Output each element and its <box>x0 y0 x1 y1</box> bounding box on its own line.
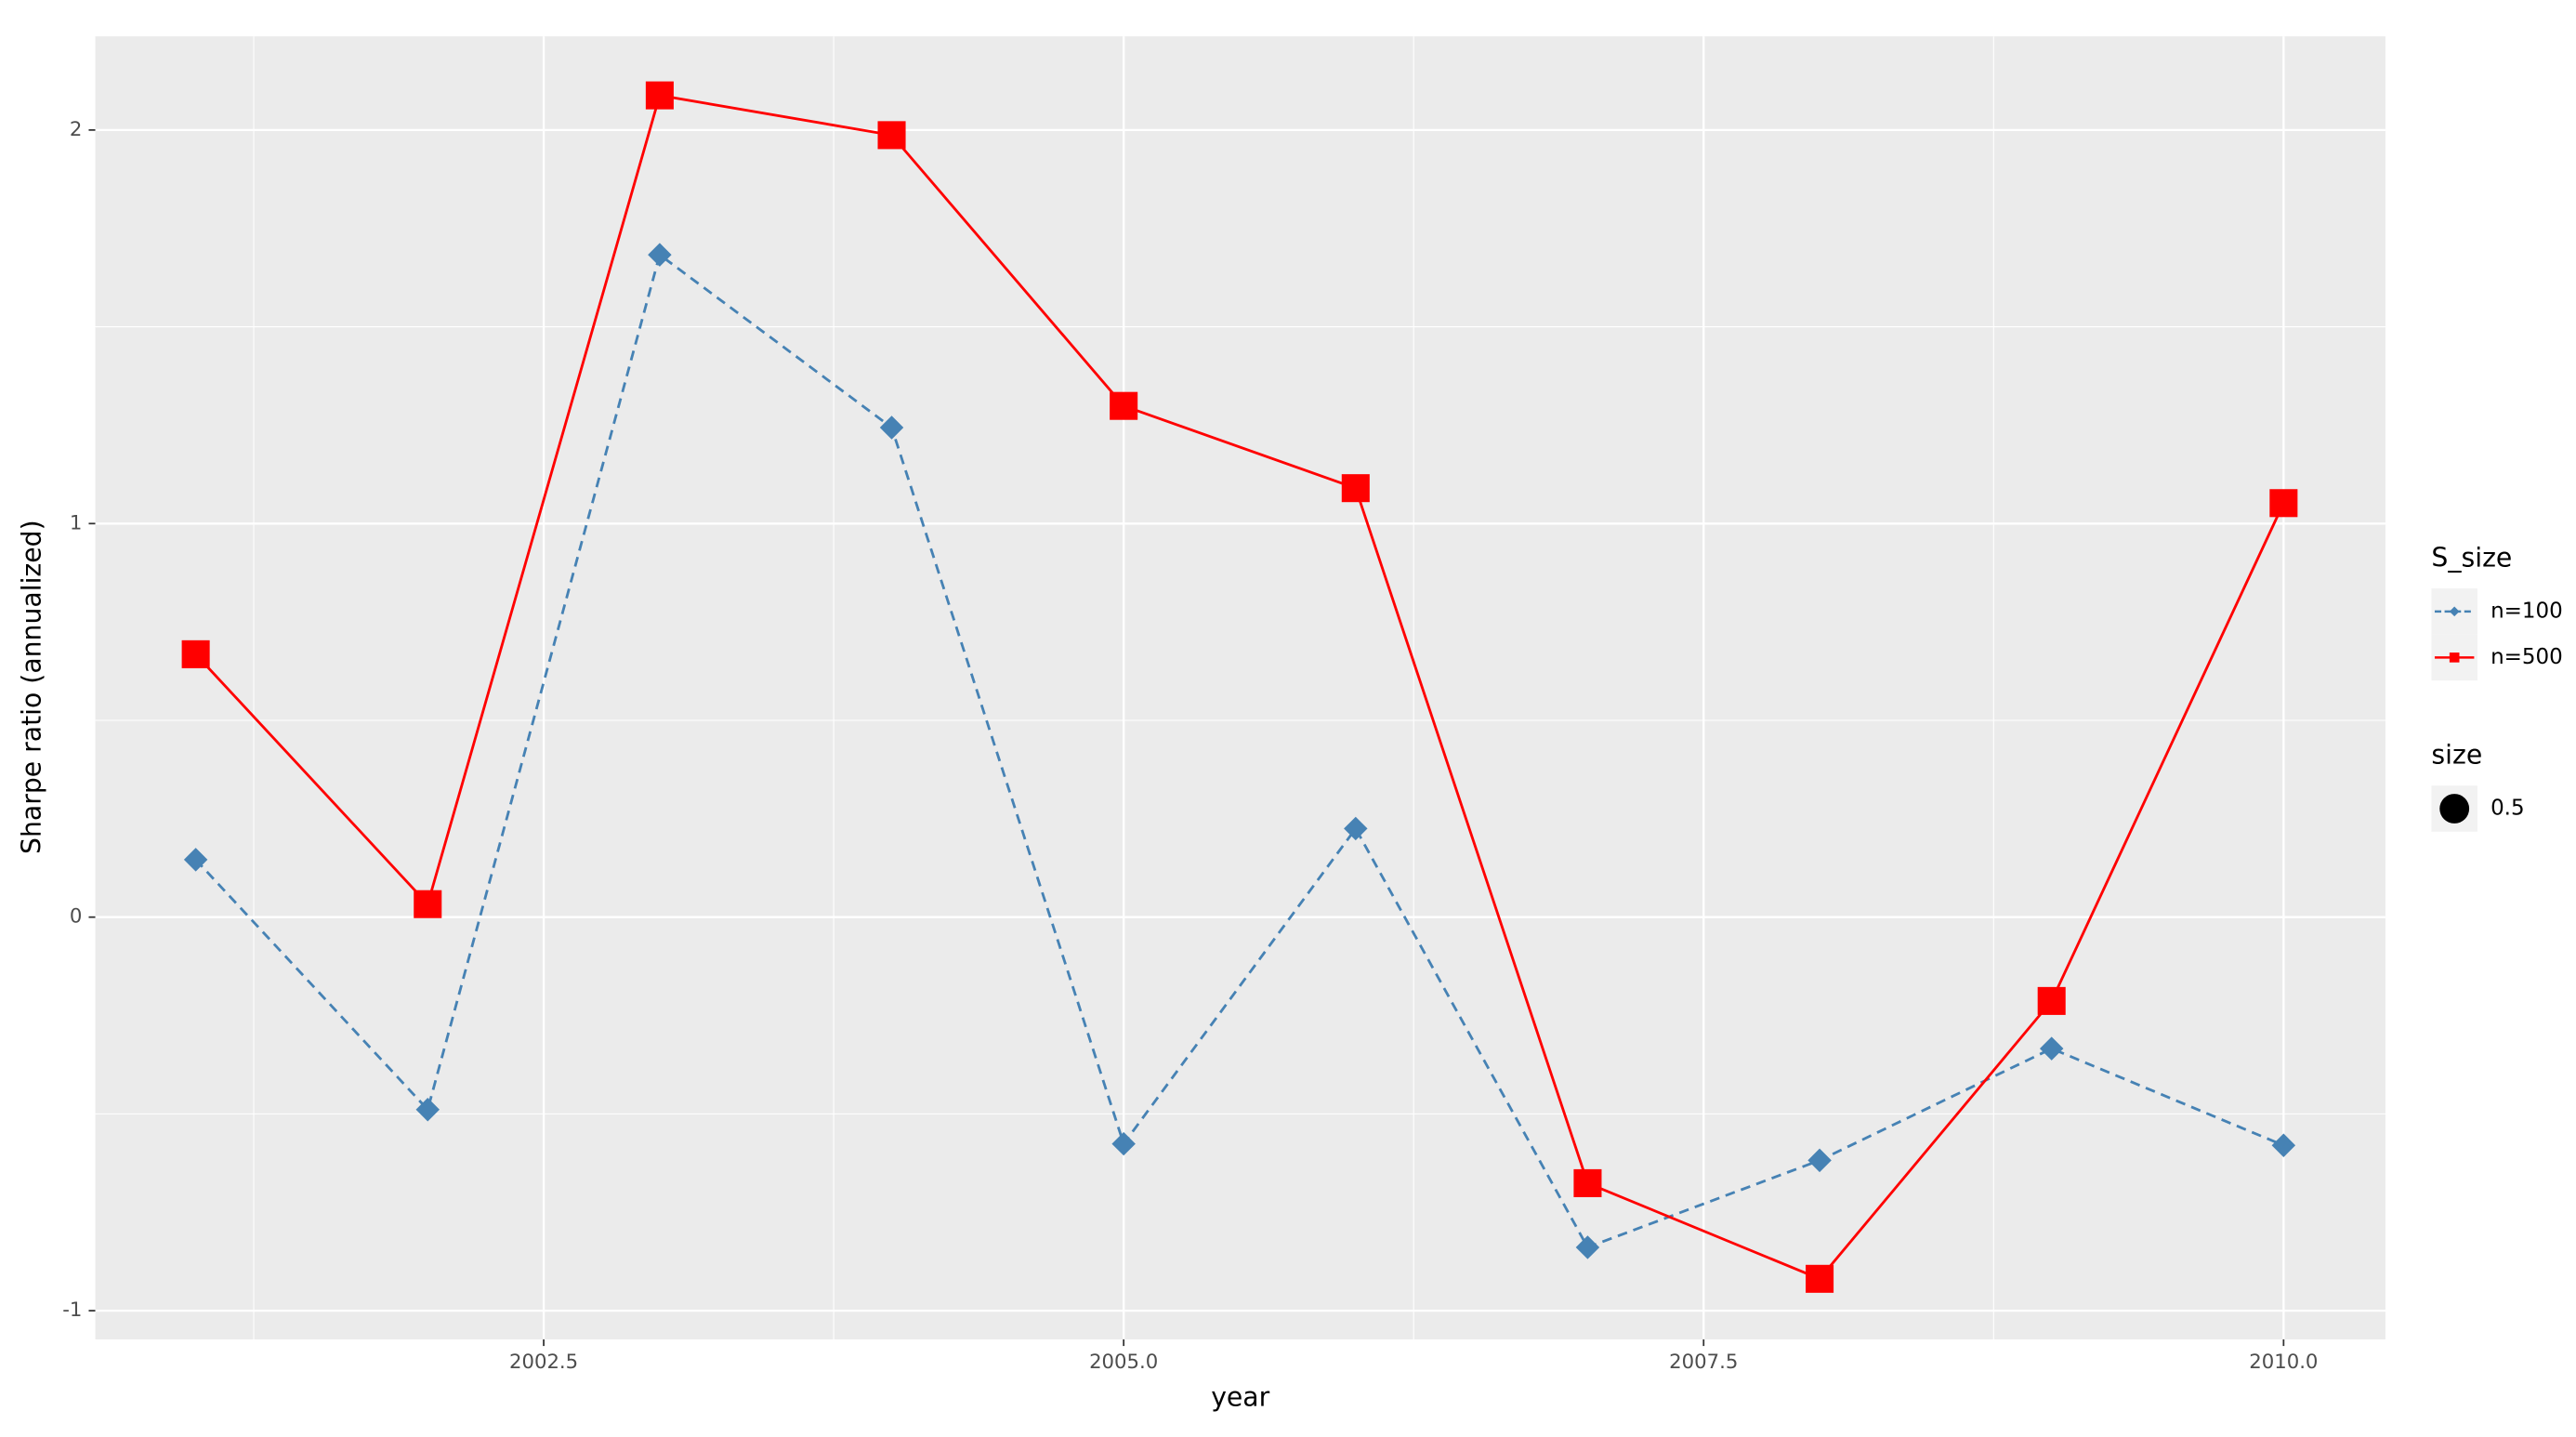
legend-title: S_size <box>2431 542 2512 573</box>
point <box>2037 986 2066 1015</box>
legend-label: n=100 <box>2491 599 2563 623</box>
y-tick-label: 2 <box>70 118 83 141</box>
legend-label: n=500 <box>2491 645 2563 669</box>
point <box>2449 606 2460 617</box>
point <box>2039 1036 2064 1061</box>
x-tick-label: 2005.0 <box>1089 1351 1158 1374</box>
x-tick-label: 2002.5 <box>509 1351 578 1374</box>
size-legend-title: size <box>2431 739 2482 770</box>
x-tick-label: 2007.5 <box>1669 1351 1738 1374</box>
y-tick-label: -1 <box>62 1299 82 1322</box>
y-tick-label: 0 <box>70 905 83 929</box>
point <box>1110 391 1138 420</box>
point <box>2269 489 2298 518</box>
point <box>414 890 442 918</box>
point <box>1344 816 1368 841</box>
point <box>1573 1168 1602 1197</box>
point <box>879 415 904 440</box>
grid: 2002.5 2005.0 2007.5 2010.0 -1 0 1 2 <box>62 36 2385 1374</box>
point <box>2271 1133 2296 1158</box>
x-axis-title: year <box>1211 1382 1269 1413</box>
point <box>1807 1148 1832 1173</box>
x-tick-label: 2010.0 <box>2249 1351 2318 1374</box>
point <box>1341 474 1370 503</box>
panel <box>95 36 2385 1340</box>
point <box>183 848 208 872</box>
point <box>2449 653 2460 663</box>
legend-label: 0.5 <box>2491 797 2525 821</box>
series-line <box>194 94 2285 1281</box>
point <box>648 243 672 267</box>
y-tick-label: 1 <box>70 511 83 534</box>
point <box>877 121 906 150</box>
point <box>181 639 210 668</box>
point <box>1806 1264 1834 1293</box>
legend-symbol <box>2439 794 2470 824</box>
point <box>1575 1235 1600 1259</box>
y-axis-title: Sharpe ratio (annualized) <box>16 520 46 854</box>
point <box>645 81 674 110</box>
